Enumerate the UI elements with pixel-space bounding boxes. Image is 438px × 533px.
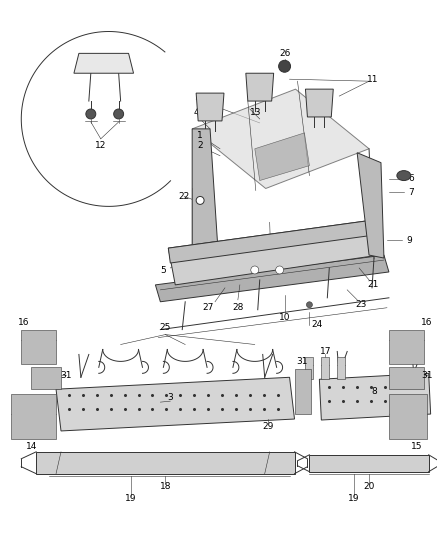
FancyBboxPatch shape xyxy=(337,358,345,379)
Circle shape xyxy=(307,302,312,308)
Text: 15: 15 xyxy=(411,442,423,451)
Text: 13: 13 xyxy=(250,109,261,117)
Polygon shape xyxy=(56,377,294,431)
Circle shape xyxy=(196,197,204,204)
Polygon shape xyxy=(196,93,224,121)
Polygon shape xyxy=(192,89,369,189)
Polygon shape xyxy=(168,220,379,285)
Text: 25: 25 xyxy=(160,323,171,332)
Polygon shape xyxy=(389,329,424,365)
Polygon shape xyxy=(309,455,429,472)
Text: 23: 23 xyxy=(355,300,367,309)
Polygon shape xyxy=(389,367,424,389)
Text: 19: 19 xyxy=(125,494,136,503)
Text: 3: 3 xyxy=(167,393,173,402)
Polygon shape xyxy=(168,220,373,263)
Polygon shape xyxy=(246,73,274,101)
Polygon shape xyxy=(74,53,134,73)
Circle shape xyxy=(251,266,259,274)
Polygon shape xyxy=(21,329,56,365)
Text: 31: 31 xyxy=(60,371,72,380)
Text: 16: 16 xyxy=(18,318,29,327)
Text: 5: 5 xyxy=(160,266,166,276)
Text: 26: 26 xyxy=(279,49,290,58)
Circle shape xyxy=(86,109,96,119)
Text: 16: 16 xyxy=(421,318,432,327)
Polygon shape xyxy=(305,89,333,117)
Polygon shape xyxy=(255,133,309,181)
Polygon shape xyxy=(389,394,427,439)
Circle shape xyxy=(114,109,124,119)
Text: 9: 9 xyxy=(406,236,412,245)
Polygon shape xyxy=(294,369,311,414)
Text: 29: 29 xyxy=(262,423,273,432)
Text: 8: 8 xyxy=(371,387,377,395)
Text: 11: 11 xyxy=(367,75,379,84)
Polygon shape xyxy=(319,373,431,420)
Text: 24: 24 xyxy=(312,320,323,329)
Text: 19: 19 xyxy=(348,494,360,503)
Text: 31: 31 xyxy=(297,357,308,366)
Text: 14: 14 xyxy=(25,442,37,451)
Text: 6: 6 xyxy=(408,174,413,183)
Polygon shape xyxy=(357,153,384,258)
Text: 27: 27 xyxy=(202,303,214,312)
Text: 21: 21 xyxy=(367,280,379,289)
Text: 10: 10 xyxy=(279,313,290,322)
Polygon shape xyxy=(31,367,61,389)
Text: 28: 28 xyxy=(232,303,244,312)
Text: 12: 12 xyxy=(95,141,106,150)
Polygon shape xyxy=(11,394,56,439)
Text: 1: 1 xyxy=(197,131,203,140)
Circle shape xyxy=(276,266,283,274)
FancyBboxPatch shape xyxy=(305,358,314,379)
Text: 2: 2 xyxy=(197,141,203,150)
Text: 7: 7 xyxy=(408,188,413,197)
Circle shape xyxy=(279,60,290,72)
Text: 31: 31 xyxy=(421,371,432,380)
Polygon shape xyxy=(155,255,389,302)
Text: 22: 22 xyxy=(179,192,190,201)
Ellipse shape xyxy=(397,171,411,181)
FancyBboxPatch shape xyxy=(321,358,329,379)
Text: 18: 18 xyxy=(159,482,171,491)
Polygon shape xyxy=(192,129,218,258)
Polygon shape xyxy=(36,452,294,474)
Text: 4: 4 xyxy=(193,109,199,117)
Text: 17: 17 xyxy=(320,347,331,356)
Text: 20: 20 xyxy=(364,482,375,491)
